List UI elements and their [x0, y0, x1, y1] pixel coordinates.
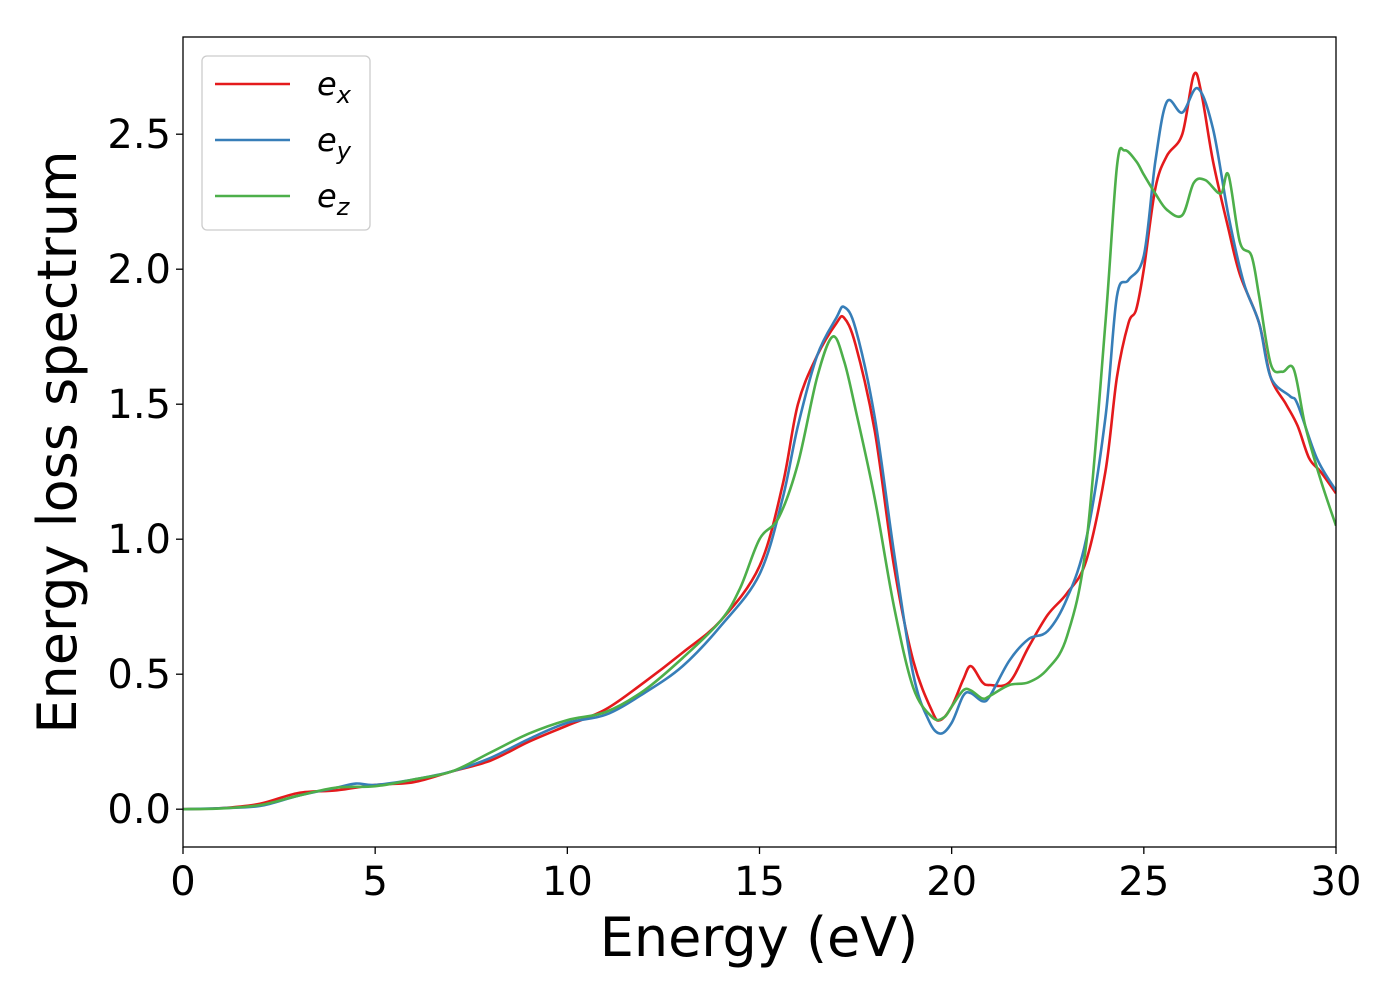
x-axis: 0 5 10 15 20 25 30 [170, 847, 1361, 905]
plot-area [183, 37, 1336, 847]
x-tick-label: 15 [734, 859, 785, 905]
series-line-z [183, 146, 1336, 811]
series-line-x [183, 71, 1336, 811]
x-axis-label: Energy (eV) [600, 906, 919, 969]
legend-label-z: ez [317, 177, 351, 221]
x-tick-label: 20 [926, 859, 977, 905]
y-tick-label: 0.5 [107, 652, 171, 698]
x-tick-label: 30 [1311, 859, 1362, 905]
series-line-y [183, 86, 1336, 811]
x-tick-label: 25 [1118, 859, 1169, 905]
y-tick-label: 0.0 [107, 787, 171, 833]
legend-label-x: ex [317, 65, 352, 109]
x-tick-label: 0 [170, 859, 195, 905]
y-tick-label: 2.0 [107, 247, 171, 293]
legend-frame [201, 55, 371, 231]
y-axis-label: Energy loss spectrum [26, 150, 89, 733]
x-tick-label: 10 [542, 859, 593, 905]
series-layer [183, 71, 1336, 811]
y-tick-label: 1.0 [107, 517, 171, 563]
y-axis: 0.0 0.5 1.0 1.5 2.0 2.5 [107, 112, 183, 833]
legend-label-y: ey [317, 121, 352, 165]
legend: ex ey ez [201, 55, 371, 231]
y-tick-label: 2.5 [107, 112, 171, 158]
y-tick-label: 1.5 [107, 382, 171, 428]
x-tick-label: 5 [362, 859, 387, 905]
